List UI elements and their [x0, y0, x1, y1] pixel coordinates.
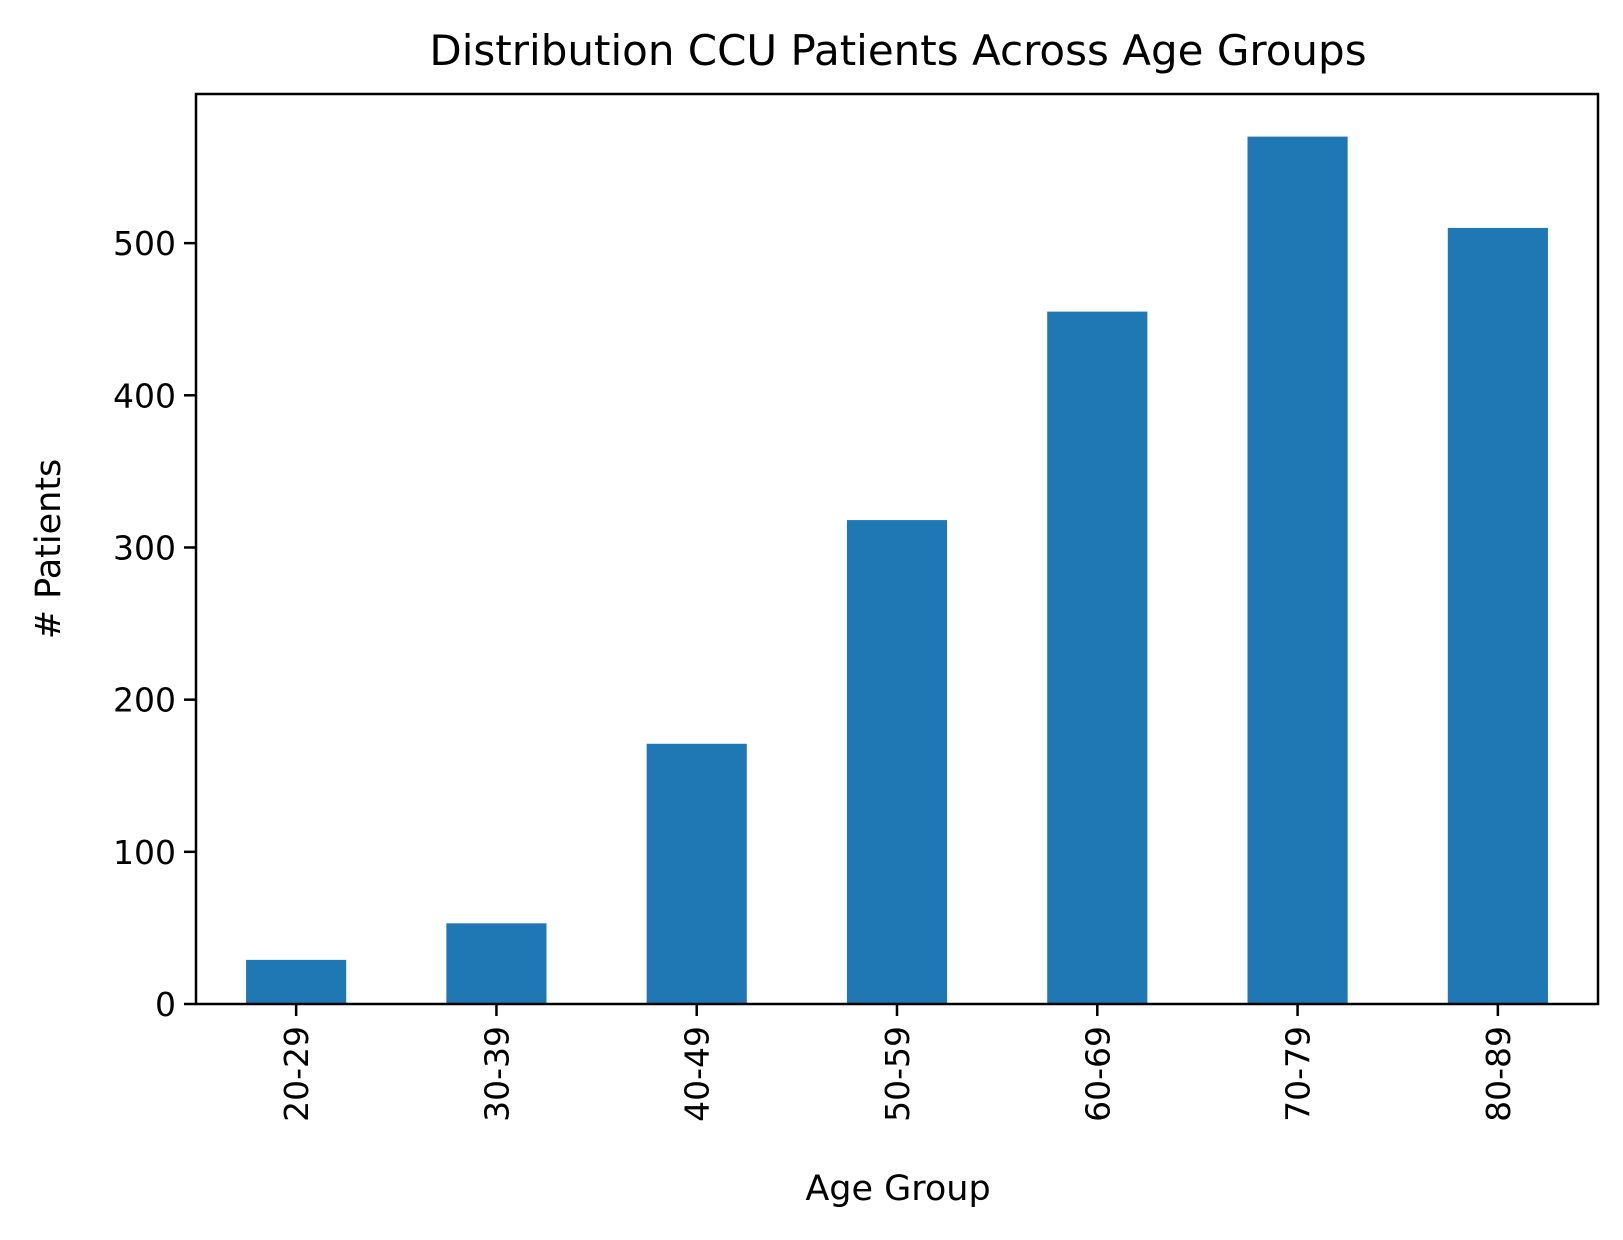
x-axis-label: Age Group	[805, 1169, 990, 1209]
y-tick-label: 500	[113, 224, 176, 263]
x-axis-ticks: 20-29 30-39 40-49 50-59 60-69 70-79 80-89	[277, 1004, 1518, 1122]
x-tick-label: 70-79	[1279, 1026, 1318, 1122]
y-axis-ticks: 0 100 200 300 400 500	[113, 224, 196, 1024]
bar-30-39	[446, 923, 547, 1004]
axes-frame	[194, 92, 1600, 1006]
x-tick-label: 60-69	[1078, 1026, 1117, 1122]
bar-60-69	[1047, 311, 1148, 1004]
y-tick-label: 200	[113, 681, 176, 720]
bar-20-29	[246, 959, 347, 1004]
x-tick-label: 80-89	[1479, 1026, 1518, 1122]
bars	[246, 136, 1548, 1005]
y-tick-label: 100	[113, 833, 176, 872]
y-tick-label: 0	[155, 985, 176, 1024]
bar-50-59	[846, 520, 948, 1004]
bar-40-49	[646, 743, 747, 1004]
x-tick-label: 40-49	[678, 1026, 717, 1122]
y-axis-label: # Patients	[29, 459, 69, 640]
x-tick-label: 30-39	[477, 1026, 516, 1122]
y-tick-label: 400	[113, 376, 176, 415]
bar-70-79	[1247, 136, 1348, 1004]
bar-80-89	[1447, 227, 1548, 1005]
x-tick-label: 50-59	[878, 1026, 917, 1122]
x-tick-label: 20-29	[277, 1026, 316, 1122]
chart-title: Distribution CCU Patients Across Age Gro…	[429, 26, 1366, 75]
y-tick-label: 300	[113, 528, 176, 567]
